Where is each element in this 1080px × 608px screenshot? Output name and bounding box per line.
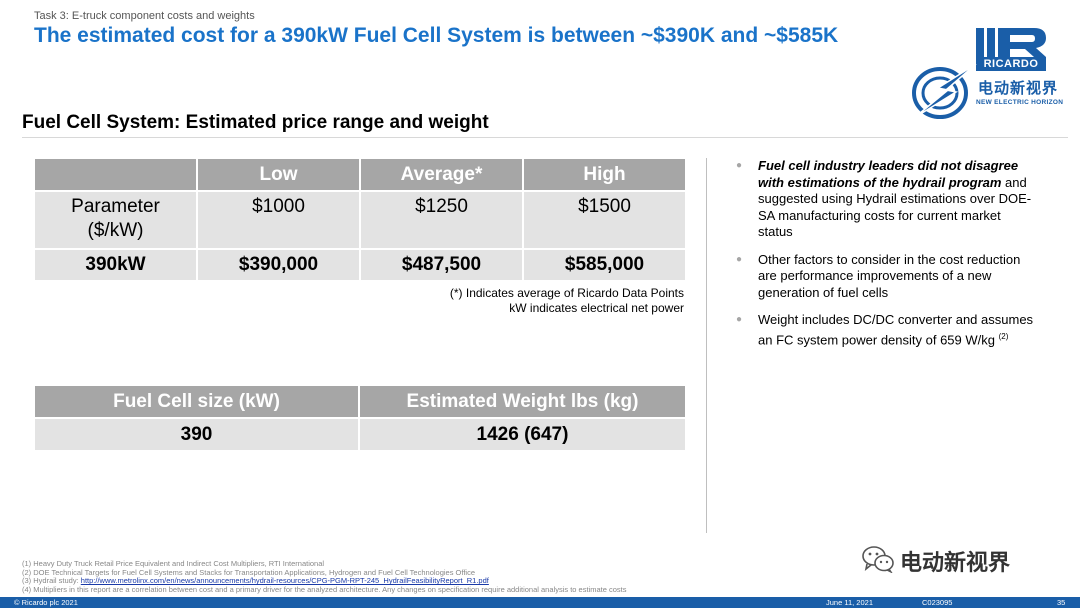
bullet-dot-icon: ● (736, 160, 743, 171)
footnote-3: (3) Hydrail study: http://www.metrolinx.… (22, 576, 842, 586)
row-label-390kw: 390kW (35, 250, 196, 280)
footnote-4: (4) Multipliers in this report are a cor… (22, 584, 627, 594)
footnote-2: (2) DOE Technical Targets for Fuel Cell … (22, 567, 476, 577)
cell-average-per-kw: $1250 (361, 192, 522, 248)
list-item: ● Weight includes DC/DC converter and as… (736, 312, 1036, 348)
copyright: © Ricardo plc 2021 (14, 598, 78, 607)
table-row: 390kW $390,000 $487,500 $585,000 (35, 250, 685, 280)
table-row: 390 1426 (647) (35, 419, 685, 450)
bullet-text: Other factors to consider in the cost re… (758, 251, 1021, 300)
table-header-row: Low Average* High (35, 159, 685, 190)
task-label: Task 3: E-truck component costs and weig… (34, 10, 255, 22)
watermark-text: 电动新视界 (900, 550, 1011, 575)
ricardo-logo-icon (976, 28, 1046, 57)
bullet-text: and suggested using Hydrail estimations … (758, 174, 1032, 240)
section-title: Fuel Cell System: Estimated price range … (22, 112, 489, 133)
header-cell-high: High (524, 159, 685, 190)
bullet-dot-icon: ● (736, 253, 743, 265)
footnote-1: (1) Heavy Duty Truck Retail Price Equiva… (22, 559, 325, 568)
brand-english-name: NEW ELECTRIC HORIZON (976, 99, 1064, 106)
document-code: C023095 (922, 598, 953, 607)
logo-wordmark: RICARDO (976, 57, 1046, 71)
bullet-dot-icon: ● (736, 314, 743, 325)
table-header-row: Fuel Cell size (kW) Estimated Weight lbs… (35, 386, 685, 417)
table-row: Parameter ($/kW) $1000 $1250 $1500 (35, 192, 685, 248)
page-number: 35 (1057, 598, 1066, 607)
wechat-icon (862, 546, 894, 573)
note-kw: kW indicates electrical net power (509, 301, 684, 315)
list-item: ● Other factors to consider in the cost … (736, 252, 1036, 302)
footnote-3-prefix: (3) Hydrail study: (22, 576, 81, 586)
page-title: The estimated cost for a 390kW Fuel Cell… (34, 24, 839, 47)
row-label-line2: ($/kW) (87, 220, 144, 241)
bullet-text: Weight includes DC/DC converter and assu… (758, 312, 1034, 347)
cell-size: 390 (35, 419, 358, 450)
brand-chinese-name: 电动新视界 (978, 80, 1059, 97)
header-cell-empty (35, 159, 196, 190)
section-divider (22, 137, 1068, 138)
bullet-list: ● Fuel cell industry leaders did not dis… (736, 158, 1036, 359)
row-label-line1: Parameter (71, 196, 160, 217)
cell-high-total: $585,000 (524, 250, 685, 280)
lightning-emblem-icon (912, 63, 977, 119)
header-cell-weight: Estimated Weight lbs (kg) (360, 386, 685, 417)
table-notes: (*) Indicates average of Ricardo Data Po… (450, 286, 684, 316)
note-average: (*) Indicates average of Ricardo Data Po… (449, 286, 684, 300)
price-range-table: Low Average* High Parameter ($/kW) $1000… (33, 157, 687, 282)
cell-weight: 1426 (647) (360, 419, 685, 450)
cell-high-per-kw: $1500 (524, 192, 685, 248)
cell-average-total: $487,500 (361, 250, 522, 280)
list-item: ● Fuel cell industry leaders did not dis… (736, 158, 1036, 241)
column-divider (706, 158, 707, 533)
footnotes: (1) Heavy Duty Truck Retail Price Equiva… (22, 559, 842, 594)
row-label-parameter: Parameter ($/kW) (35, 192, 196, 248)
header-cell-average: Average* (361, 159, 522, 190)
header-cell-size: Fuel Cell size (kW) (35, 386, 358, 417)
cell-low-total: $390,000 (198, 250, 359, 280)
hydrail-study-link[interactable]: http://www.metrolinx.com/en/news/announc… (80, 576, 489, 586)
bullet-lead-text: Fuel cell industry leaders did not disag… (758, 158, 1019, 190)
footnote-ref: (2) (998, 331, 1009, 341)
cell-low-per-kw: $1000 (198, 192, 359, 248)
weight-table: Fuel Cell size (kW) Estimated Weight lbs… (33, 384, 687, 452)
footer-date: June 11, 2021 (826, 598, 873, 607)
header-cell-low: Low (198, 159, 359, 190)
footer-bar: © Ricardo plc 2021 June 11, 2021 C023095… (0, 597, 1080, 608)
